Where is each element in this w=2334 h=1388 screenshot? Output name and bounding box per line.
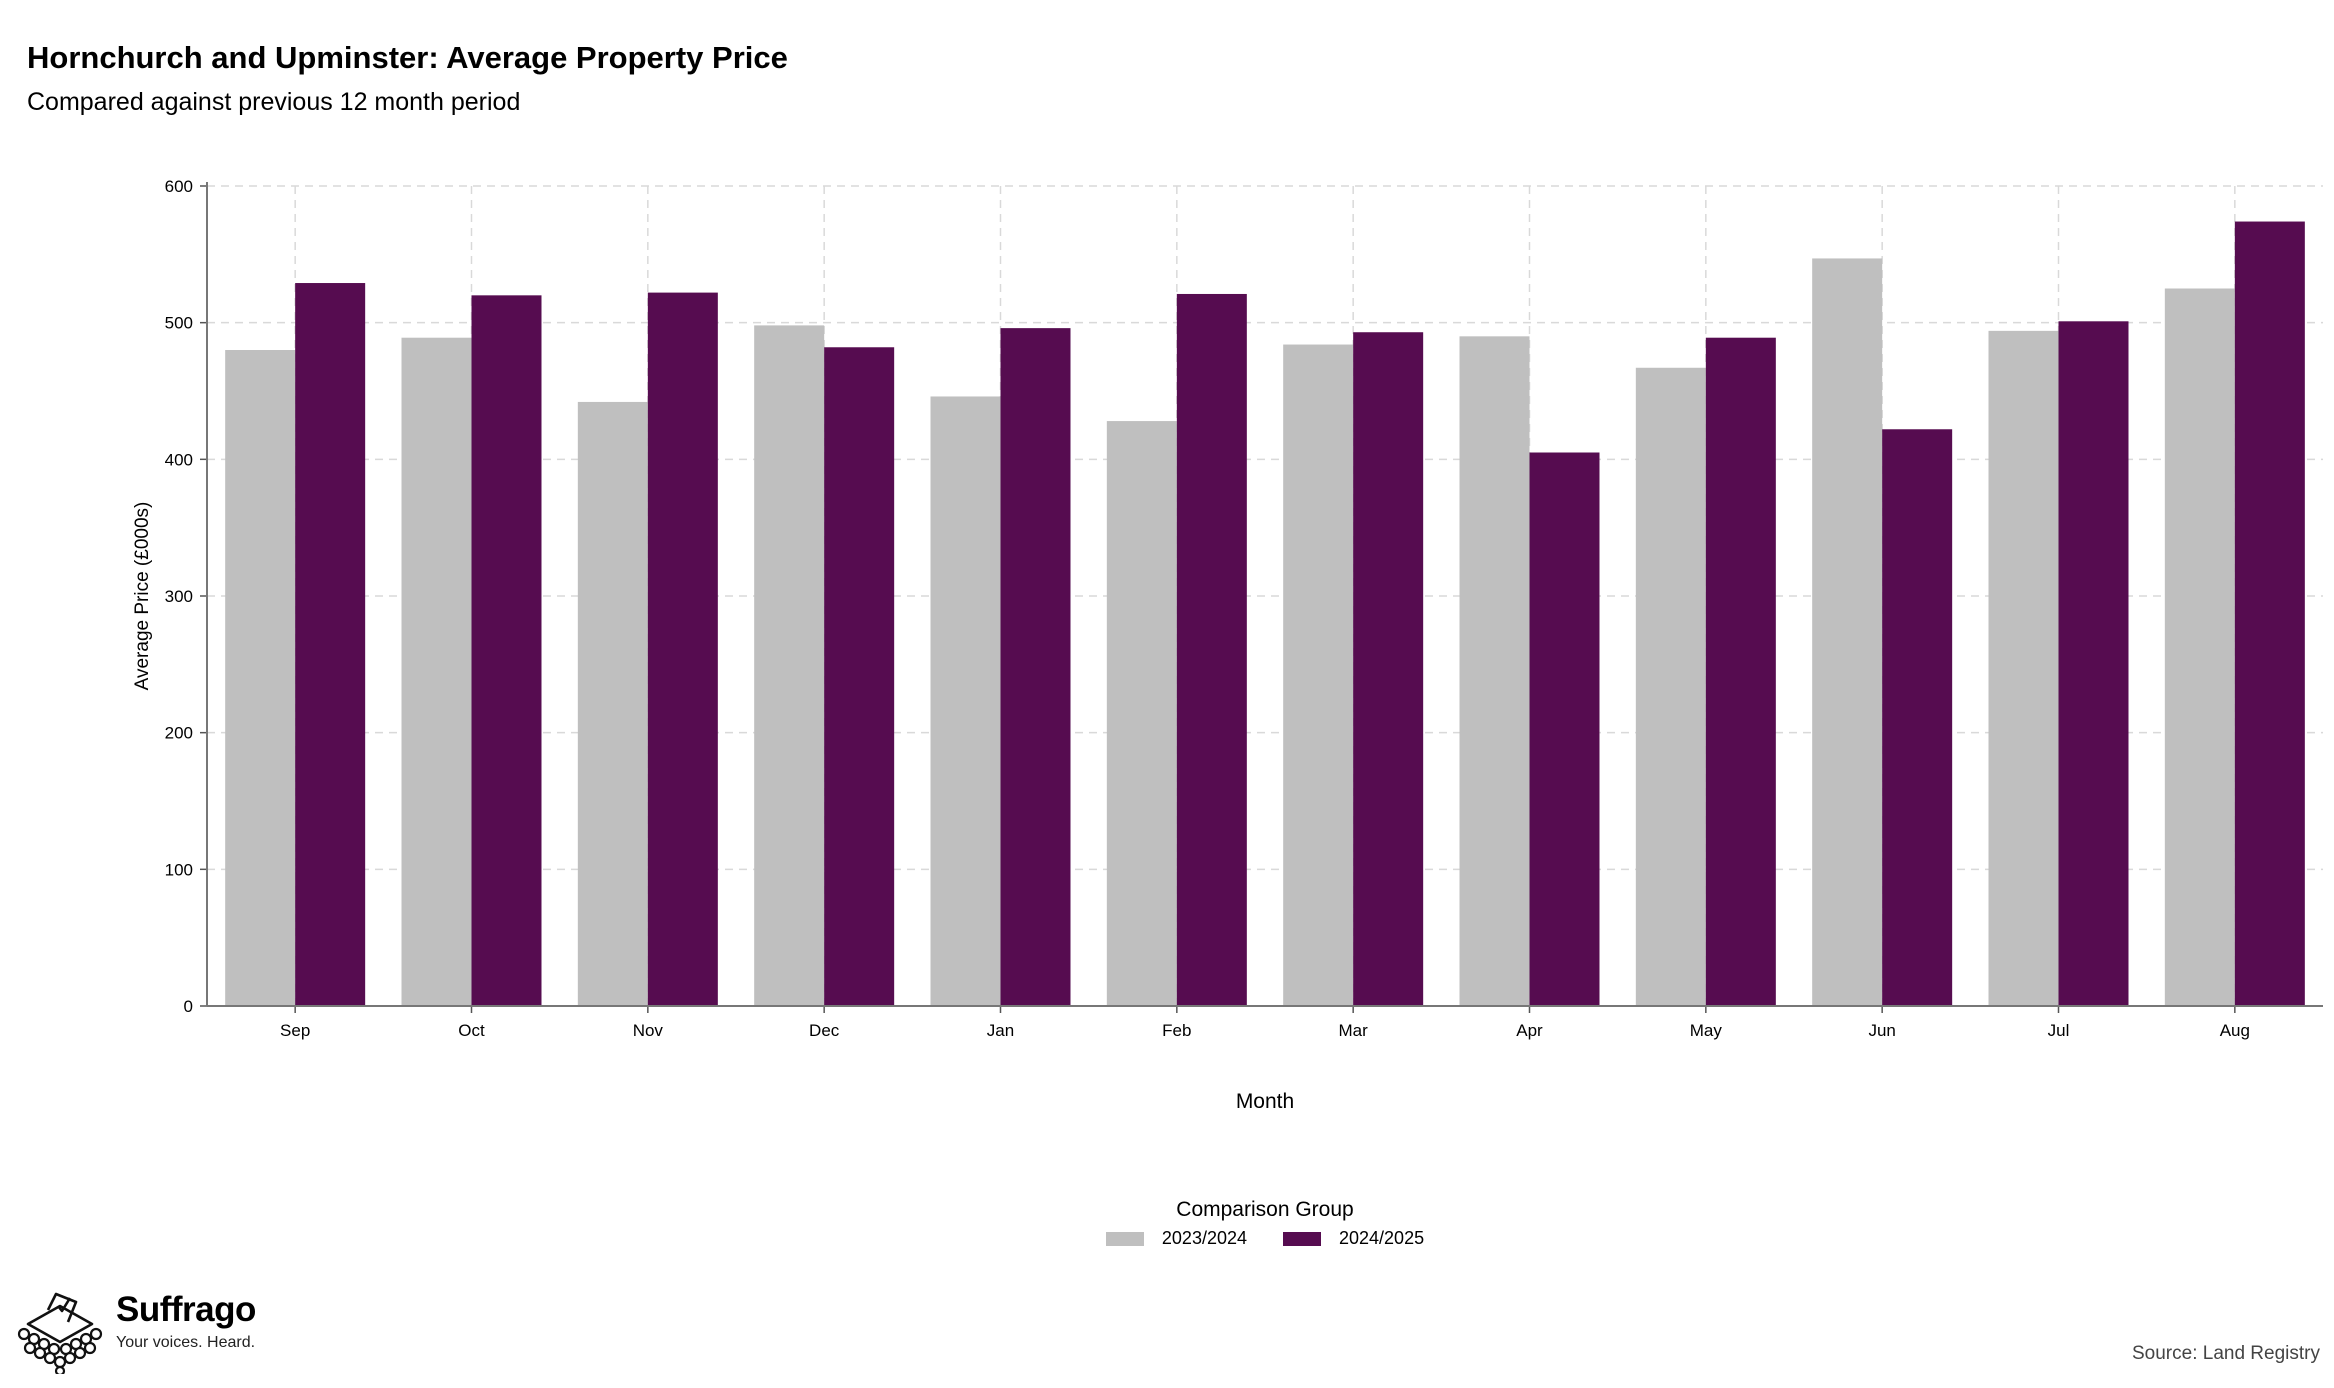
ballot-box-icon (17, 1292, 103, 1374)
bar-aug-curr (2234, 221, 2305, 1007)
bar-nov-prev (577, 401, 648, 1006)
suffrago-logo: Suffrago Your voices. Heard. (14, 1292, 256, 1374)
y-tick-label: 300 (165, 587, 193, 606)
y-axis-title: Average Price (£000s) (132, 502, 153, 691)
source-note: Source: Land Registry (2132, 1343, 2320, 1364)
bar-feb-prev (1106, 421, 1177, 1007)
bar-nov-curr (647, 292, 718, 1007)
bar-oct-curr (471, 295, 542, 1006)
axes (200, 182, 2323, 1013)
bar-jan-prev (930, 396, 1001, 1006)
x-axis-title: Month (1236, 1090, 1294, 1113)
legend-item-curr: 2024/2025 (1283, 1228, 1424, 1249)
y-tick-label: 500 (165, 314, 193, 333)
bars (225, 221, 2305, 1007)
logo-tagline: Your voices. Heard. (116, 1334, 256, 1351)
bar-feb-curr (1176, 293, 1247, 1006)
legend-swatch (1105, 1231, 1144, 1246)
legend-label: 2024/2025 (1339, 1228, 1425, 1248)
legend-items: 2023/2024 2024/2025 (0, 1228, 2334, 1249)
bar-jul-prev (1988, 330, 2059, 1006)
x-tick-label: Jun (1868, 1021, 1895, 1040)
legend-item-prev: 2023/2024 (1105, 1228, 1247, 1249)
legend: Comparison Group 2023/2024 2024/2025 (0, 1198, 2334, 1249)
chart-title: Hornchurch and Upminster: Average Proper… (27, 40, 788, 75)
legend-label: 2023/2024 (1161, 1228, 1247, 1248)
logo-name: Suffrago (116, 1290, 256, 1329)
bar-jun-prev (1812, 258, 1883, 1006)
bar-mar-prev (1283, 344, 1354, 1006)
y-tick-label: 400 (165, 450, 193, 469)
bar-sep-curr (295, 283, 366, 1006)
bar-may-prev (1635, 367, 1706, 1006)
bar-aug-prev (2164, 288, 2235, 1006)
x-tick-label: Sep (280, 1021, 310, 1040)
bar-mar-curr (1353, 332, 1424, 1006)
x-tick-label: Mar (1339, 1021, 1369, 1040)
y-tick-label: 100 (165, 860, 193, 879)
bar-chart: 0 100 200 300 400 500 600 Sep Oct Nov Dec Jan Feb Mar… (132, 177, 2323, 1113)
y-tick-label: 600 (165, 177, 193, 196)
axis-labels: 0 100 200 300 400 500 600 Sep Oct Nov Dec Jan Feb Mar… (132, 177, 2250, 1113)
chart-subtitle: Compared against previous 12 month perio… (27, 88, 521, 116)
bar-apr-curr (1529, 452, 1600, 1006)
bar-jan-curr (1000, 328, 1071, 1007)
bar-sep-prev (225, 350, 296, 1006)
x-tick-label: Jul (2048, 1021, 2070, 1040)
bar-jul-curr (2058, 321, 2129, 1006)
x-tick-label: Aug (2220, 1021, 2250, 1040)
bar-may-curr (1705, 337, 1776, 1006)
y-tick-label: 200 (165, 724, 193, 743)
x-tick-label: Jan (987, 1021, 1014, 1040)
legend-title: Comparison Group (1176, 1198, 1354, 1221)
bar-dec-prev (754, 325, 825, 1006)
x-tick-label: May (1690, 1021, 1723, 1040)
bar-jun-curr (1882, 429, 1953, 1006)
y-tick-label: 0 (184, 997, 193, 1016)
x-tick-label: Dec (809, 1021, 840, 1040)
x-tick-label: Feb (1162, 1021, 1191, 1040)
bar-dec-curr (824, 347, 895, 1006)
bar-oct-prev (401, 337, 472, 1006)
x-tick-label: Oct (458, 1021, 485, 1040)
legend-swatch (1283, 1231, 1321, 1246)
x-tick-label: Apr (1516, 1021, 1543, 1040)
x-tick-label: Nov (633, 1021, 664, 1040)
bar-apr-prev (1459, 336, 1530, 1006)
